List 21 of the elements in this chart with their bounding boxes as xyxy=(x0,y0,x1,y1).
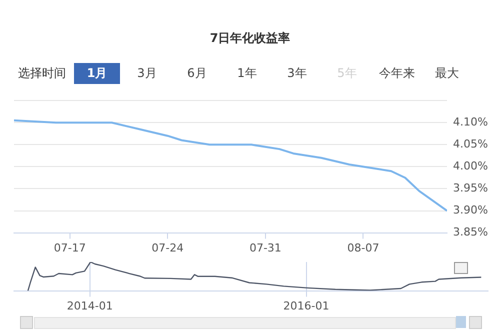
y-tick-label: 3.85% xyxy=(453,226,488,239)
text: 6月 xyxy=(186,65,208,82)
y-tick-label: 3.90% xyxy=(453,204,488,217)
x-tick-label: 2014-01 xyxy=(66,299,113,312)
y-tick-label: 4.10% xyxy=(453,115,488,128)
x-tick-label: 07-31 xyxy=(249,241,282,254)
y-tick-label: 4.05% xyxy=(453,138,488,151)
text: 选择时间 xyxy=(18,65,66,82)
x-tick-label: 07-17 xyxy=(54,241,86,254)
text: 1月 xyxy=(74,63,120,84)
text: 今年来 xyxy=(378,65,416,82)
y-tick-label: 4.00% xyxy=(453,160,488,173)
x-tick-label: 2016-01 xyxy=(283,299,330,312)
text: 3月 xyxy=(136,65,158,82)
chart-title: 7日年化收益率 xyxy=(208,30,292,47)
text: 最大 xyxy=(434,65,460,82)
x-tick-label: 07-24 xyxy=(152,241,184,254)
y-tick-label: 3.95% xyxy=(453,182,488,195)
x-tick-label: 08-07 xyxy=(347,241,380,254)
text: 3年 xyxy=(286,65,308,82)
text: 1年 xyxy=(236,65,258,82)
